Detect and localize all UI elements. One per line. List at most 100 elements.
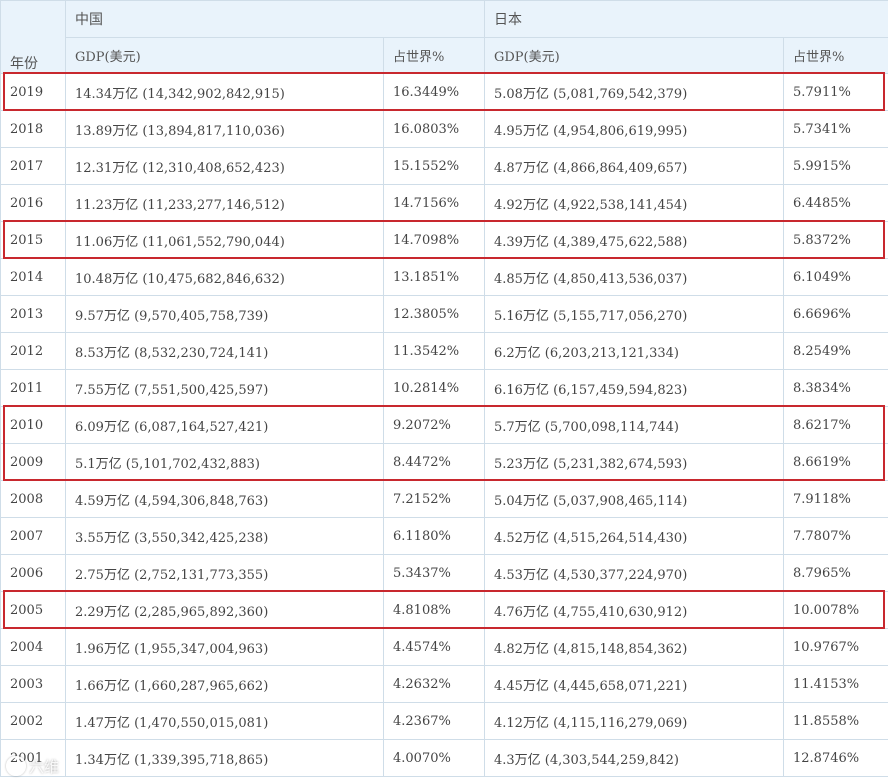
- japan-share-cell: 11.4153%: [783, 665, 888, 703]
- china-share-cell: 5.3437%: [383, 554, 485, 592]
- japan-gdp-cell: 5.7万亿 (5,700,098,114,744): [484, 406, 784, 444]
- japan-share-cell: 12.8746%: [783, 739, 888, 777]
- year-cell: 2005: [0, 591, 66, 629]
- china-gdp-header: GDP(美元): [65, 37, 384, 74]
- japan-gdp-cell: 4.45万亿 (4,445,658,071,221): [484, 665, 784, 703]
- china-share-cell: 4.2367%: [383, 702, 485, 740]
- china-gdp-cell: 11.23万亿 (11,233,277,146,512): [65, 184, 384, 222]
- japan-share-cell: 7.9118%: [783, 480, 888, 518]
- japan-share-cell: 7.7807%: [783, 517, 888, 555]
- year-cell: 2009: [0, 443, 66, 481]
- table-row: 2003 1.66万亿 (1,660,287,965,662) 4.2632% 4.4…: [0, 665, 888, 703]
- table-row: 2006 2.75万亿 (2,752,131,773,355) 5.3437% 4.5…: [0, 554, 888, 592]
- china-gdp-cell: 1.96万亿 (1,955,347,004,963): [65, 628, 384, 666]
- year-cell: 2018: [0, 110, 66, 148]
- japan-share-cell: 11.8558%: [783, 702, 888, 740]
- japan-gdp-cell: 4.82万亿 (4,815,148,854,362): [484, 628, 784, 666]
- china-share-cell: 16.0803%: [383, 110, 485, 148]
- japan-gdp-cell: 4.85万亿 (4,850,413,536,037): [484, 258, 784, 296]
- year-cell: 2013: [0, 295, 66, 333]
- china-gdp-cell: 1.34万亿 (1,339,395,718,865): [65, 739, 384, 777]
- japan-gdp-cell: 5.04万亿 (5,037,908,465,114): [484, 480, 784, 518]
- china-gdp-cell: 4.59万亿 (4,594,306,848,763): [65, 480, 384, 518]
- japan-gdp-header: GDP(美元): [484, 37, 784, 74]
- japan-share-cell: 5.7341%: [783, 110, 888, 148]
- china-gdp-cell: 8.53万亿 (8,532,230,724,141): [65, 332, 384, 370]
- japan-gdp-cell: 4.53万亿 (4,530,377,224,970): [484, 554, 784, 592]
- china-gdp-cell: 12.31万亿 (12,310,408,652,423): [65, 147, 384, 185]
- china-gdp-cell: 7.55万亿 (7,551,500,425,597): [65, 369, 384, 407]
- china-gdp-cell: 5.1万亿 (5,101,702,432,883): [65, 443, 384, 481]
- year-header: 年份: [0, 0, 66, 74]
- table-row: 2017 12.31万亿 (12,310,408,652,423) 15.1552%…: [0, 147, 888, 185]
- table-row: 2004 1.96万亿 (1,955,347,004,963) 4.4574% 4.8…: [0, 628, 888, 666]
- year-cell: 2008: [0, 480, 66, 518]
- china-gdp-cell: 3.55万亿 (3,550,342,425,238): [65, 517, 384, 555]
- table-row: 2010 6.09万亿 (6,087,164,527,421) 9.2072% 5.7…: [0, 406, 888, 444]
- year-cell: 2014: [0, 258, 66, 296]
- china-share-cell: 7.2152%: [383, 480, 485, 518]
- table-row: 2014 10.48万亿 (10,475,682,846,632) 13.1851%…: [0, 258, 888, 296]
- china-share-cell: 4.0070%: [383, 739, 485, 777]
- china-share-cell: 9.2072%: [383, 406, 485, 444]
- table-row: 2008 4.59万亿 (4,594,306,848,763) 7.2152% 5.0…: [0, 480, 888, 518]
- year-cell: 2012: [0, 332, 66, 370]
- japan-gdp-cell: 5.23万亿 (5,231,382,674,593): [484, 443, 784, 481]
- year-cell: 2003: [0, 665, 66, 703]
- china-gdp-cell: 1.66万亿 (1,660,287,965,662): [65, 665, 384, 703]
- year-cell: 2007: [0, 517, 66, 555]
- japan-gdp-cell: 4.95万亿 (4,954,806,619,995): [484, 110, 784, 148]
- china-gdp-cell: 13.89万亿 (13,894,817,110,036): [65, 110, 384, 148]
- china-gdp-cell: 2.29万亿 (2,285,965,892,360): [65, 591, 384, 629]
- table-body: 2019 14.34万亿 (14,342,902,842,915) 16.3449%…: [0, 73, 888, 777]
- year-cell: 2011: [0, 369, 66, 407]
- china-gdp-cell: 10.48万亿 (10,475,682,846,632): [65, 258, 384, 296]
- japan-share-cell: 6.1049%: [783, 258, 888, 296]
- china-header: 中国: [65, 0, 485, 38]
- china-share-cell: 6.1180%: [383, 517, 485, 555]
- china-gdp-cell: 2.75万亿 (2,752,131,773,355): [65, 554, 384, 592]
- japan-share-cell: 5.9915%: [783, 147, 888, 185]
- japan-gdp-cell: 5.08万亿 (5,081,769,542,379): [484, 73, 784, 111]
- japan-gdp-cell: 6.2万亿 (6,203,213,121,334): [484, 332, 784, 370]
- table-row: 2012 8.53万亿 (8,532,230,724,141) 11.3542% 6.…: [0, 332, 888, 370]
- china-share-cell: 13.1851%: [383, 258, 485, 296]
- circle-logo-icon: [6, 756, 26, 776]
- japan-share-cell: 10.0078%: [783, 591, 888, 629]
- japan-gdp-cell: 4.3万亿 (4,303,544,259,842): [484, 739, 784, 777]
- japan-gdp-cell: 4.52万亿 (4,515,264,514,430): [484, 517, 784, 555]
- china-share-cell: 11.3542%: [383, 332, 485, 370]
- china-gdp-cell: 11.06万亿 (11,061,552,790,044): [65, 221, 384, 259]
- watermark: 六维: [6, 752, 59, 780]
- table-row: 2016 11.23万亿 (11,233,277,146,512) 14.7156%…: [0, 184, 888, 222]
- table-row: 2002 1.47万亿 (1,470,550,015,081) 4.2367% 4.1…: [0, 702, 888, 740]
- japan-gdp-cell: 5.16万亿 (5,155,717,056,270): [484, 295, 784, 333]
- year-cell: 2015: [0, 221, 66, 259]
- japan-share-cell: 10.9767%: [783, 628, 888, 666]
- table-row: 2019 14.34万亿 (14,342,902,842,915) 16.3449%…: [0, 73, 888, 111]
- japan-gdp-cell: 4.39万亿 (4,389,475,622,588): [484, 221, 784, 259]
- china-share-cell: 15.1552%: [383, 147, 485, 185]
- table-row: 2018 13.89万亿 (13,894,817,110,036) 16.0803%…: [0, 110, 888, 148]
- watermark-text: 六维: [29, 757, 60, 776]
- year-cell: 2010: [0, 406, 66, 444]
- japan-gdp-cell: 4.76万亿 (4,755,410,630,912): [484, 591, 784, 629]
- table-row: 2007 3.55万亿 (3,550,342,425,238) 6.1180% 4.5…: [0, 517, 888, 555]
- table-row: 2009 5.1万亿 (5,101,702,432,883) 8.4472% 5.23…: [0, 443, 888, 481]
- japan-header: 日本: [484, 0, 888, 38]
- china-share-cell: 16.3449%: [383, 73, 485, 111]
- japan-gdp-cell: 6.16万亿 (6,157,459,594,823): [484, 369, 784, 407]
- china-share-cell: 8.4472%: [383, 443, 485, 481]
- japan-share-cell: 6.6696%: [783, 295, 888, 333]
- year-cell: 2002: [0, 702, 66, 740]
- year-cell: 2004: [0, 628, 66, 666]
- china-share-cell: 14.7098%: [383, 221, 485, 259]
- japan-share-cell: 5.7911%: [783, 73, 888, 111]
- china-share-cell: 4.2632%: [383, 665, 485, 703]
- china-share-cell: 4.8108%: [383, 591, 485, 629]
- year-cell: 2016: [0, 184, 66, 222]
- table-row: 2001 1.34万亿 (1,339,395,718,865) 4.0070% 4.3…: [0, 739, 888, 777]
- table-row: 2011 7.55万亿 (7,551,500,425,597) 10.2814% 6.…: [0, 369, 888, 407]
- japan-share-cell: 8.6217%: [783, 406, 888, 444]
